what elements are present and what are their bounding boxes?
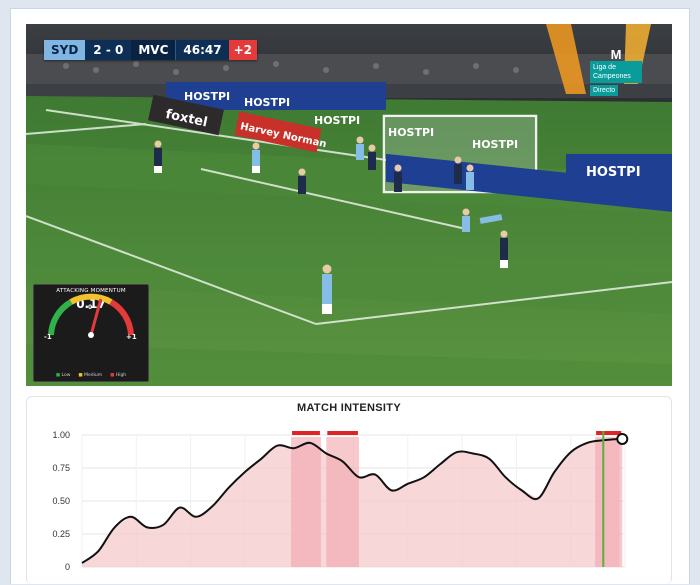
y-tick-label: 0.50 (52, 496, 70, 506)
legend-low: ■ Low (55, 373, 71, 378)
scorebug: SYD 2 - 0 MVC 46:47 +2 (44, 40, 257, 60)
y-tick-label: 0.75 (52, 463, 70, 473)
intensity-line (81, 438, 620, 564)
momentum-legend: ■ Low ■ Medium ■ High (34, 373, 148, 378)
momentum-title: ATTACKING MOMENTUM (56, 288, 126, 294)
away-team-label: MVC (131, 40, 176, 60)
momentum-min-label: -1 (44, 333, 52, 341)
ad-board-1: HOSTPI (184, 90, 230, 103)
momentum-needle (89, 298, 102, 337)
pitch-scene: HOSTPI HOSTPI HOSTPI foxtel Harvey Norma… (26, 24, 672, 386)
home-team-label: SYD (44, 40, 86, 60)
match-video[interactable]: HOSTPI HOSTPI HOSTPI foxtel Harvey Norma… (26, 24, 672, 386)
highlight-band (326, 437, 359, 567)
ad-board-5: HOSTPI (472, 138, 518, 151)
intensity-plot: 0 0.25 0.50 0.75 1.00 (52, 430, 629, 572)
momentum-widget: ATTACKING MOMENTUM 0.17 -1 +1 0 ■ Low ■ … (33, 284, 149, 382)
momentum-max-label: +1 (126, 333, 137, 341)
legend-medium: ■ Medium (78, 373, 103, 378)
broadcaster-logo: M Liga de Campeones Directo (590, 47, 642, 96)
highlight-band (291, 437, 321, 567)
ad-board-3: HOSTPI (314, 114, 360, 127)
momentum-gauge: -1 +1 0 (44, 293, 137, 341)
y-tick-label: 0.25 (52, 529, 70, 539)
ad-board-2: HOSTPI (244, 96, 290, 109)
legend-high: ■ High (110, 373, 127, 378)
y-tick-label: 0 (65, 562, 70, 572)
chart-title: MATCH INTENSITY (297, 402, 401, 414)
match-clock: 46:47 (175, 40, 229, 60)
live-badge: Directo (590, 85, 619, 96)
momentum-zero-label: 0 (88, 304, 92, 311)
ad-board-6: HOSTPI (586, 165, 641, 180)
match-intensity-chart: MATCH INTENSITY 0 0.25 0.50 0.75 1.00 (26, 396, 672, 584)
added-time-badge: +2 (228, 40, 257, 60)
highlight-band (595, 437, 623, 567)
end-marker (616, 432, 629, 445)
ad-board-4: HOSTPI (388, 126, 434, 139)
competition-label: Liga de Campeones (590, 61, 642, 83)
broadcaster-brand-icon: M (610, 47, 622, 62)
score-label: 2 - 0 (85, 40, 132, 60)
y-tick-label: 1.00 (52, 430, 70, 440)
